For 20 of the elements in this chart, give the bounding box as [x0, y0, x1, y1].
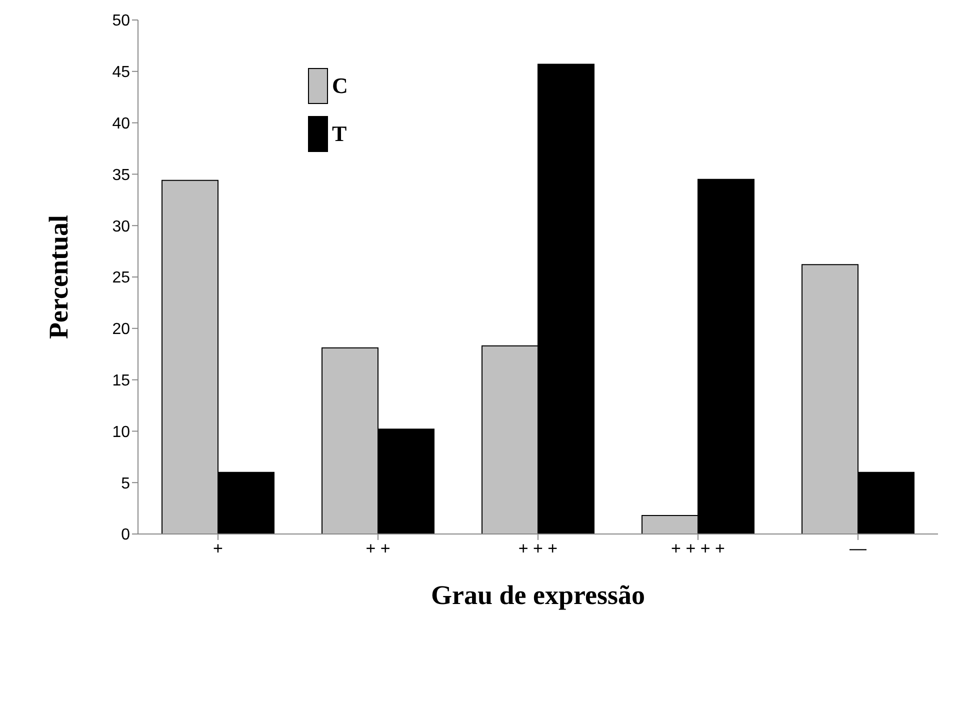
y-tick-label: 45: [112, 64, 130, 82]
y-tick-label: 5: [121, 475, 130, 492]
y-tick-label: 40: [112, 115, 130, 132]
x-tick-label: + +: [366, 539, 390, 558]
y-tick-label: 35: [112, 166, 130, 184]
y-tick-label: 25: [112, 270, 130, 287]
x-tick-label: +: [213, 539, 224, 558]
y-tick-label: 0: [121, 526, 130, 544]
legend-label: T: [332, 121, 347, 147]
y-tick-label: 10: [112, 424, 130, 441]
x-tick-label: + + + +: [671, 539, 726, 558]
x-axis-title: Grau de expressão: [431, 580, 645, 610]
legend-label: C: [332, 73, 348, 99]
y-tick-label: 30: [112, 218, 130, 236]
x-tick-label: + + +: [518, 539, 558, 558]
y-tick-label: 15: [112, 372, 130, 390]
y-tick-label: 50: [112, 12, 130, 30]
y-tick-label: 20: [112, 321, 130, 338]
y-axis-title: Percentual: [44, 214, 74, 339]
x-tick-label: —: [850, 539, 866, 558]
